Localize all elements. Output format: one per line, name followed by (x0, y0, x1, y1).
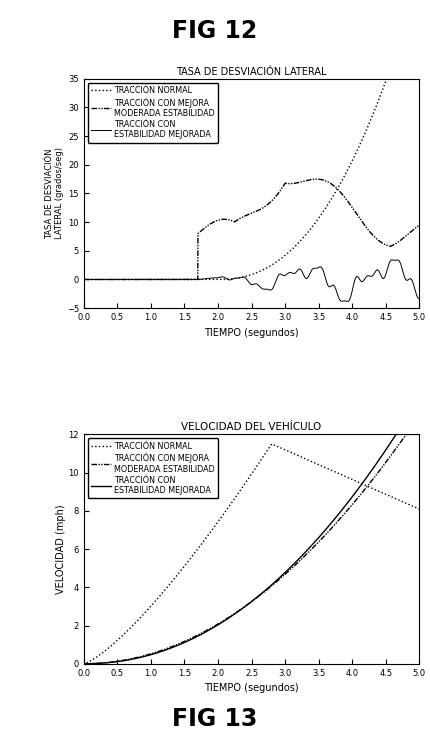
TRACCIÓN NORMAL (417, 505, 422, 514)
TRACCIÓN CON
ESTABILIDAD MEJORADA (407, 430, 412, 439)
TRACCIÓN CON
ESTABILIDAD MEJORADA (407, 274, 412, 284)
TRACCIÓN CON
ESTABILIDAD MEJORADA (390, 256, 395, 265)
TRACCIÓN NORMAL (98, 275, 104, 284)
TRACCIÓN CON MEJORA
MODERADA ESTABILIDAD (417, 220, 422, 230)
Line: TRACCIÓN NORMAL: TRACCIÓN NORMAL (84, 0, 419, 280)
TRACCIÓN NORMAL (407, 500, 412, 509)
TRACCIÓN NORMAL (346, 473, 351, 482)
TRACCIÓN CON
ESTABILIDAD MEJORADA (417, 430, 422, 439)
TRACCIÓN CON MEJORA
MODERADA ESTABILIDAD (236, 215, 241, 224)
TRACCIÓN CON MEJORA
MODERADA ESTABILIDAD (407, 228, 412, 237)
TRACCIÓN CON
ESTABILIDAD MEJORADA (81, 659, 86, 668)
TRACCIÓN CON MEJORA
MODERADA ESTABILIDAD (236, 607, 241, 616)
TRACCIÓN CON
ESTABILIDAD MEJORADA (81, 275, 86, 284)
TRACCIÓN CON
ESTABILIDAD MEJORADA (407, 274, 412, 284)
Line: TRACCIÓN CON
ESTABILIDAD MEJORADA: TRACCIÓN CON ESTABILIDAD MEJORADA (84, 434, 419, 664)
TRACCIÓN CON MEJORA
MODERADA ESTABILIDAD (345, 506, 350, 515)
TRACCIÓN CON MEJORA
MODERADA ESTABILIDAD (407, 228, 412, 237)
TRACCIÓN NORMAL (81, 659, 86, 668)
TRACCIÓN NORMAL (407, 7, 412, 16)
TRACCIÓN CON
ESTABILIDAD MEJORADA (98, 275, 104, 284)
TRACCIÓN CON
ESTABILIDAD MEJORADA (236, 274, 241, 283)
TRACCIÓN CON
ESTABILIDAD MEJORADA (345, 297, 350, 306)
TRACCIÓN CON
ESTABILIDAD MEJORADA (244, 275, 249, 284)
TRACCIÓN NORMAL (407, 500, 412, 509)
Line: TRACCIÓN NORMAL: TRACCIÓN NORMAL (84, 444, 419, 664)
TRACCIÓN CON
ESTABILIDAD MEJORADA (98, 658, 104, 668)
TRACCIÓN CON MEJORA
MODERADA ESTABILIDAD (98, 275, 104, 284)
TRACCIÓN CON MEJORA
MODERADA ESTABILIDAD (407, 430, 412, 439)
TRACCIÓN CON MEJORA
MODERADA ESTABILIDAD (244, 211, 249, 220)
TRACCIÓN NORMAL (407, 6, 412, 15)
TRACCIÓN CON MEJORA
MODERADA ESTABILIDAD (98, 658, 104, 668)
TRACCIÓN NORMAL (98, 650, 104, 658)
TRACCIÓN CON
ESTABILIDAD MEJORADA (244, 601, 249, 610)
Title: VELOCIDAD DEL VEHÍCULO: VELOCIDAD DEL VEHÍCULO (181, 422, 322, 432)
TRACCIÓN NORMAL (236, 274, 241, 283)
TRACCIÓN NORMAL (244, 476, 249, 485)
Line: TRACCIÓN CON
ESTABILIDAD MEJORADA: TRACCIÓN CON ESTABILIDAD MEJORADA (84, 260, 419, 302)
TRACCIÓN CON MEJORA
MODERADA ESTABILIDAD (346, 197, 351, 206)
TRACCIÓN NORMAL (81, 275, 86, 284)
TRACCIÓN CON MEJORA
MODERADA ESTABILIDAD (404, 430, 409, 439)
TRACCIÓN NORMAL (236, 489, 241, 498)
TRACCIÓN CON
ESTABILIDAD MEJORADA (236, 607, 241, 616)
Legend: TRACCIÓN NORMAL, TRACCIÓN CON MEJORA
MODERADA ESTABILIDAD, TRACCIÓN CON
ESTABILI: TRACCIÓN NORMAL, TRACCIÓN CON MEJORA MOD… (88, 438, 218, 498)
X-axis label: TIEMPO (segundos): TIEMPO (segundos) (204, 683, 299, 693)
Line: TRACCIÓN CON MEJORA
MODERADA ESTABILIDAD: TRACCIÓN CON MEJORA MODERADA ESTABILIDAD (84, 179, 419, 280)
TRACCIÓN CON
ESTABILIDAD MEJORADA (393, 430, 399, 439)
TRACCIÓN CON
ESTABILIDAD MEJORADA (345, 498, 350, 507)
TRACCIÓN CON MEJORA
MODERADA ESTABILIDAD (417, 430, 422, 439)
TRACCIÓN NORMAL (269, 440, 274, 448)
TRACCIÓN CON
ESTABILIDAD MEJORADA (417, 295, 422, 304)
TRACCIÓN CON MEJORA
MODERADA ESTABILIDAD (244, 601, 249, 610)
TRACCIÓN CON MEJORA
MODERADA ESTABILIDAD (407, 430, 412, 439)
TRACCIÓN CON
ESTABILIDAD MEJORADA (346, 297, 351, 306)
TRACCIÓN CON MEJORA
MODERADA ESTABILIDAD (81, 275, 86, 284)
Text: FIG 13: FIG 13 (172, 707, 258, 731)
X-axis label: TIEMPO (segundos): TIEMPO (segundos) (204, 328, 299, 338)
Line: TRACCIÓN CON MEJORA
MODERADA ESTABILIDAD: TRACCIÓN CON MEJORA MODERADA ESTABILIDAD (84, 434, 419, 664)
TRACCIÓN NORMAL (244, 272, 249, 280)
TRACCIÓN CON MEJORA
MODERADA ESTABILIDAD (81, 659, 86, 668)
TRACCIÓN NORMAL (345, 165, 350, 174)
Title: TASA DE DESVIACIÓN LATERAL: TASA DE DESVIACIÓN LATERAL (176, 67, 327, 76)
TRACCIÓN CON
ESTABILIDAD MEJORADA (407, 430, 412, 439)
Y-axis label: VELOCIDAD (mph): VELOCIDAD (mph) (56, 504, 66, 594)
Y-axis label: TASA DE DESVIACIÓN
LATERAL (grados/seg): TASA DE DESVIACIÓN LATERAL (grados/seg) (45, 148, 64, 239)
TRACCIÓN CON MEJORA
MODERADA ESTABILIDAD (314, 175, 319, 184)
Legend: TRACCIÓN NORMAL, TRACCIÓN CON MEJORA
MODERADA ESTABILIDAD, TRACCIÓN CON
ESTABILI: TRACCIÓN NORMAL, TRACCIÓN CON MEJORA MOD… (88, 82, 218, 142)
Text: FIG 12: FIG 12 (172, 19, 258, 43)
